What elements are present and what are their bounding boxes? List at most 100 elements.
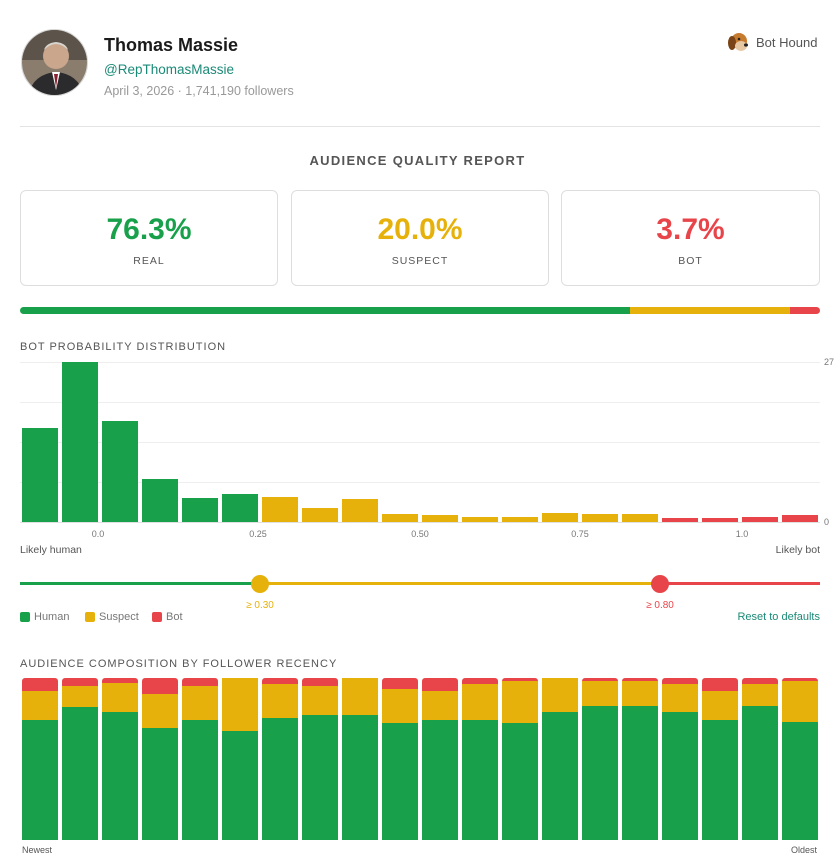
composition-segment-bot	[622, 678, 658, 682]
avatar	[21, 29, 88, 96]
histogram-bar	[182, 497, 218, 522]
threshold-slider-track[interactable]	[20, 582, 820, 585]
composition-column	[782, 678, 818, 840]
histogram-bar	[62, 362, 98, 522]
histogram-bar	[422, 515, 458, 522]
composition-segment-human	[782, 721, 818, 840]
composition-segment-suspect	[742, 684, 778, 706]
reset-defaults-link[interactable]: Reset to defaults	[737, 611, 820, 623]
header-divider	[20, 126, 820, 127]
composition-segment-suspect	[702, 690, 738, 721]
distribution-title: BOT PROBABILITY DISTRIBUTION	[20, 341, 227, 353]
histogram-bar	[382, 513, 418, 522]
composition-segment-suspect	[382, 689, 418, 724]
composition-segment-human	[142, 728, 178, 840]
composition-segment-bot	[462, 678, 498, 685]
bot-threshold-handle[interactable]	[651, 575, 669, 593]
composition-segment-bot	[382, 678, 418, 690]
histogram-bar	[222, 493, 258, 522]
composition-segment-suspect	[22, 690, 58, 721]
legend-swatch-human	[20, 612, 30, 622]
x-tick-label: 0.75	[571, 529, 589, 539]
likely-bot-label: Likely bot	[775, 544, 820, 556]
histogram-bar	[262, 496, 298, 522]
composition-segment-suspect	[62, 686, 98, 708]
composition-segment-bot	[742, 678, 778, 685]
suspect-threshold-handle[interactable]	[251, 575, 269, 593]
composition-column	[102, 678, 138, 840]
histogram-bar	[342, 498, 378, 522]
histogram-bar	[462, 517, 498, 522]
composition-segment-bot	[182, 678, 218, 687]
composition-segment-suspect	[222, 678, 258, 732]
histogram-bar	[302, 507, 338, 522]
composition-segment-bot	[582, 678, 618, 682]
baseline	[20, 522, 820, 523]
histogram-bar	[782, 514, 818, 522]
stat-label-suspect: SUSPECT	[391, 255, 449, 267]
quality-bar-bot	[790, 307, 820, 314]
composition-column	[542, 678, 578, 840]
stat-label-real: REAL	[133, 255, 165, 267]
composition-column	[222, 678, 258, 840]
bot-threshold-label: ≥ 0.80	[646, 600, 674, 611]
stat-value-real: 76.3%	[106, 213, 192, 246]
composition-segment-suspect	[502, 681, 538, 724]
composition-column	[22, 678, 58, 840]
composition-column	[142, 678, 178, 840]
composition-segment-bot	[422, 678, 458, 691]
composition-segment-suspect	[622, 681, 658, 706]
brand-logo: Bot Hound	[726, 30, 817, 54]
oldest-label: Oldest	[790, 845, 817, 855]
composition-segment-suspect	[542, 678, 578, 713]
composition-segment-human	[262, 718, 298, 840]
composition-segment-human	[742, 705, 778, 840]
composition-column	[502, 678, 538, 840]
gridline	[20, 362, 820, 363]
composition-segment-human	[382, 723, 418, 840]
composition-segment-suspect	[102, 682, 138, 713]
composition-column	[262, 678, 298, 840]
composition-segment-human	[462, 720, 498, 840]
composition-segment-human	[542, 712, 578, 840]
profile-meta: April 3, 2026 · 1,741,190 followers	[104, 84, 294, 98]
composition-column	[182, 678, 218, 840]
composition-segment-human	[62, 707, 98, 840]
quality-bar-suspect	[630, 307, 791, 314]
legend-label-bot: Bot	[166, 611, 183, 623]
histogram-bar	[702, 518, 738, 522]
composition-segment-suspect	[422, 690, 458, 721]
profile-handle[interactable]: @RepThomasMassie	[104, 62, 234, 77]
suspect-threshold-label: ≥ 0.30	[246, 600, 274, 611]
newest-label: Newest	[22, 845, 53, 855]
composition-segment-human	[222, 731, 258, 840]
composition-segment-bot	[262, 678, 298, 685]
composition-column	[422, 678, 458, 840]
x-tick-label: 0.50	[411, 529, 429, 539]
composition-column	[622, 678, 658, 840]
composition-segment-suspect	[182, 686, 218, 721]
composition-segment-human	[422, 720, 458, 840]
histogram-bar	[582, 514, 618, 522]
composition-segment-suspect	[342, 678, 378, 716]
composition-column	[462, 678, 498, 840]
profile-name: Thomas Massie	[104, 35, 239, 55]
composition-column	[302, 678, 338, 840]
composition-segment-bot	[502, 678, 538, 682]
composition-segment-human	[662, 712, 698, 840]
histogram-bar	[102, 420, 138, 522]
histogram-bar	[742, 516, 778, 522]
composition-column	[662, 678, 698, 840]
histogram-bar	[502, 516, 538, 522]
composition-segment-human	[182, 720, 218, 840]
likely-human-label: Likely human	[20, 544, 82, 556]
composition-column	[742, 678, 778, 840]
composition-column	[382, 678, 418, 840]
gridline	[20, 442, 820, 443]
composition-segment-suspect	[142, 694, 178, 729]
legend-swatch-bot	[152, 612, 162, 622]
legend-label-human: Human	[34, 611, 70, 623]
brand-name: Bot Hound	[756, 34, 818, 50]
composition-segment-human	[22, 720, 58, 840]
composition-segment-suspect	[582, 681, 618, 706]
